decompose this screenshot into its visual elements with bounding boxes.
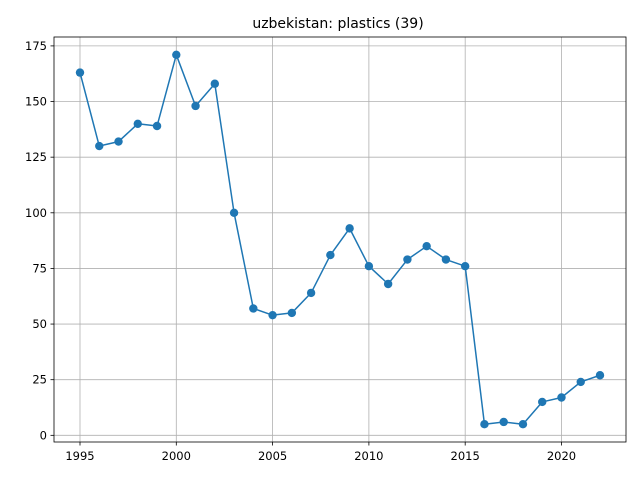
data-point — [499, 417, 508, 427]
data-point — [383, 279, 393, 289]
series-line — [79, 54, 601, 425]
data-point — [345, 224, 354, 233]
data-point — [75, 68, 85, 77]
series-group — [75, 50, 605, 429]
x-tick-label: 2000 — [162, 449, 191, 463]
data-point — [287, 308, 297, 318]
data-point — [326, 250, 335, 260]
grid — [54, 37, 626, 442]
y-tick-label: 175 — [25, 39, 47, 53]
x-tick-label: 1995 — [65, 449, 94, 463]
x-tick-label: 2005 — [258, 449, 287, 463]
y-tick-label: 50 — [32, 317, 47, 331]
data-point — [441, 255, 451, 264]
data-point — [229, 208, 239, 217]
plot-frame — [53, 36, 627, 443]
y-tick-label: 75 — [32, 261, 47, 275]
data-point — [191, 101, 200, 111]
chart-title: uzbekistan: plastics (39) — [252, 16, 423, 32]
data-point — [364, 262, 374, 271]
data-point — [133, 119, 142, 128]
data-point — [172, 50, 181, 60]
data-point — [268, 310, 277, 320]
x-tick-label: 2010 — [354, 449, 383, 463]
data-point — [518, 419, 528, 429]
y-axis: 0 25 50 75 100 125 150 175 — [25, 39, 54, 442]
data-point — [403, 255, 412, 264]
x-axis: 1995 2000 2005 2010 2015 2020 — [65, 442, 576, 463]
y-tick-label: 125 — [25, 150, 47, 164]
data-point — [480, 419, 489, 429]
data-point — [538, 397, 547, 407]
y-tick-label: 0 — [40, 428, 47, 442]
data-point — [249, 304, 258, 313]
data-point — [557, 393, 566, 402]
y-tick-label: 150 — [25, 95, 47, 109]
data-point — [576, 377, 585, 387]
data-point — [460, 262, 470, 271]
data-point — [595, 371, 605, 380]
x-tick-label: 2015 — [451, 449, 480, 463]
x-tick-label: 2020 — [547, 449, 576, 463]
data-point — [306, 288, 316, 298]
y-tick-label: 25 — [32, 373, 47, 387]
data-point — [95, 141, 104, 151]
y-tick-label: 100 — [25, 206, 47, 220]
data-point — [210, 79, 220, 88]
data-point — [152, 121, 162, 131]
data-point — [114, 137, 123, 146]
data-point — [422, 241, 431, 251]
